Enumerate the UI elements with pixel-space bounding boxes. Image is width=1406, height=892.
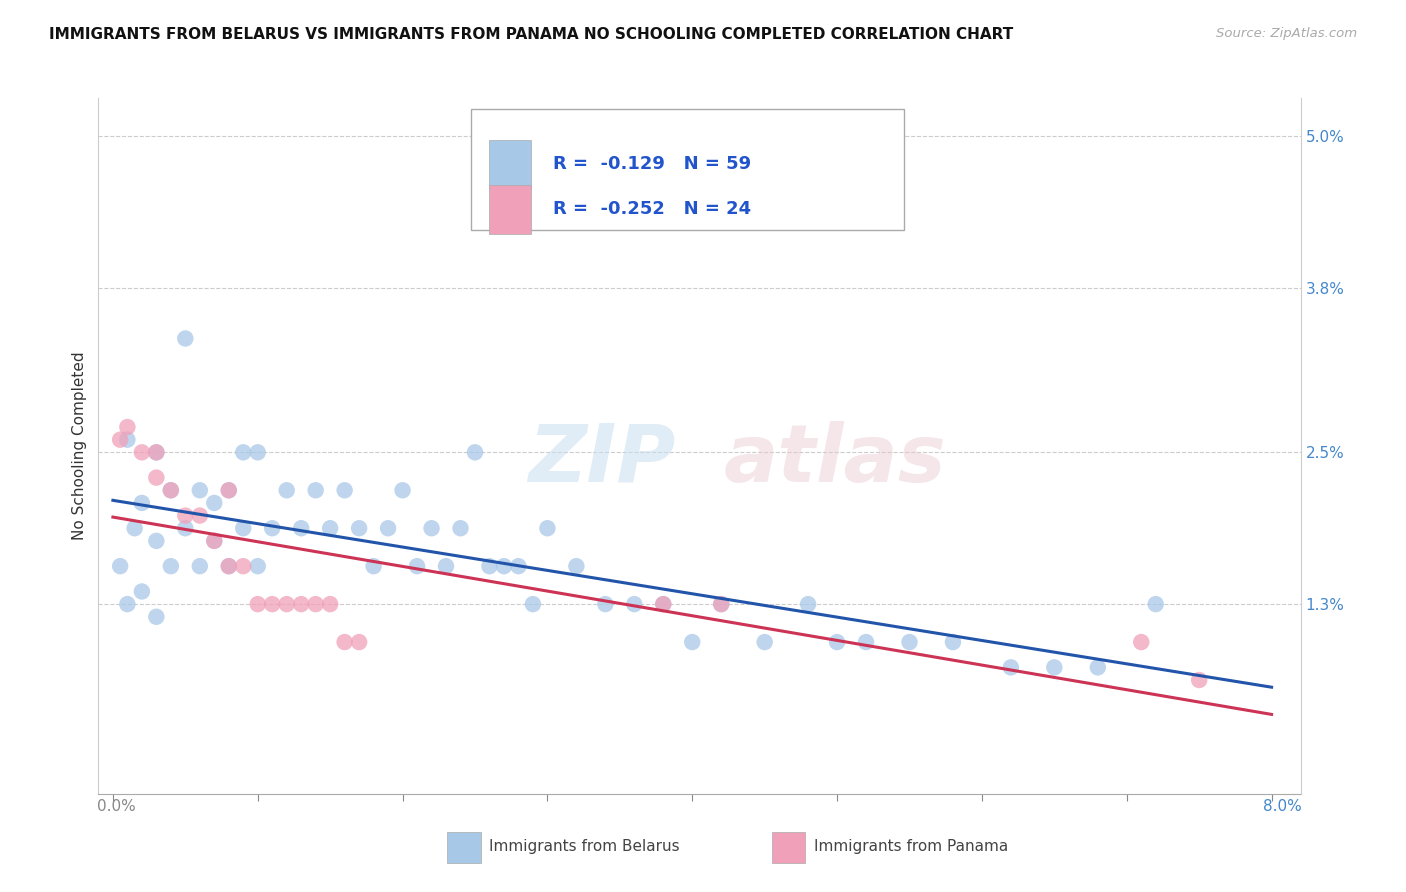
Point: [160, 559, 183, 574]
Point: [565, 559, 588, 574]
Point: [406, 559, 429, 574]
Point: [174, 508, 197, 523]
Point: [117, 597, 139, 611]
Point: [202, 496, 225, 510]
Point: [160, 483, 183, 498]
Point: [218, 483, 240, 498]
Point: [522, 597, 544, 611]
Point: [188, 559, 211, 574]
Point: [710, 597, 733, 611]
Point: [363, 559, 385, 574]
Point: [108, 433, 131, 447]
Point: [262, 597, 284, 611]
Point: [131, 496, 153, 510]
Point: [333, 635, 356, 649]
Point: [391, 483, 413, 498]
Text: Immigrants from Belarus: Immigrants from Belarus: [489, 838, 679, 854]
Point: [145, 445, 167, 459]
Point: [623, 597, 645, 611]
Point: [145, 470, 167, 484]
Point: [319, 597, 342, 611]
Text: IMMIGRANTS FROM BELARUS VS IMMIGRANTS FROM PANAMA NO SCHOOLING COMPLETED CORRELA: IMMIGRANTS FROM BELARUS VS IMMIGRANTS FR…: [49, 27, 1014, 42]
Point: [131, 584, 153, 599]
Point: [797, 597, 820, 611]
Point: [942, 635, 965, 649]
Point: [1188, 673, 1211, 687]
Text: R =  -0.252   N = 24: R = -0.252 N = 24: [553, 201, 751, 219]
FancyBboxPatch shape: [471, 109, 904, 230]
Point: [536, 521, 558, 535]
Text: 8.0%: 8.0%: [1263, 799, 1302, 814]
Point: [333, 483, 356, 498]
Point: [305, 597, 328, 611]
Y-axis label: No Schooling Completed: No Schooling Completed: [72, 351, 87, 541]
Point: [855, 635, 877, 649]
Point: [174, 331, 197, 345]
Point: [1000, 660, 1022, 674]
Point: [347, 635, 370, 649]
Point: [145, 445, 167, 459]
Point: [710, 597, 733, 611]
FancyBboxPatch shape: [772, 832, 806, 863]
Point: [1043, 660, 1066, 674]
Point: [145, 609, 167, 624]
Point: [188, 508, 211, 523]
Point: [202, 533, 225, 548]
Text: R =  -0.129   N = 59: R = -0.129 N = 59: [553, 155, 751, 173]
Point: [1144, 597, 1167, 611]
Text: 0.0%: 0.0%: [97, 799, 136, 814]
FancyBboxPatch shape: [489, 140, 531, 188]
Point: [319, 521, 342, 535]
Point: [1130, 635, 1153, 649]
Point: [124, 521, 146, 535]
Point: [218, 559, 240, 574]
Text: atlas: atlas: [724, 421, 946, 499]
Point: [108, 559, 131, 574]
Point: [276, 483, 298, 498]
Point: [478, 559, 501, 574]
Point: [246, 597, 269, 611]
Text: Source: ZipAtlas.com: Source: ZipAtlas.com: [1216, 27, 1357, 40]
Point: [898, 635, 921, 649]
Point: [377, 521, 399, 535]
Point: [825, 635, 848, 649]
Point: [1087, 660, 1109, 674]
Point: [232, 559, 254, 574]
Point: [754, 635, 776, 649]
Point: [117, 433, 139, 447]
Point: [145, 533, 167, 548]
Point: [305, 483, 328, 498]
Point: [174, 521, 197, 535]
Point: [117, 420, 139, 434]
Point: [347, 521, 370, 535]
Text: ZIP: ZIP: [529, 421, 675, 499]
Point: [464, 445, 486, 459]
Point: [290, 597, 312, 611]
Point: [160, 483, 183, 498]
Point: [131, 445, 153, 459]
FancyBboxPatch shape: [489, 186, 531, 234]
Point: [652, 597, 675, 611]
Point: [508, 559, 530, 574]
Point: [595, 597, 617, 611]
Point: [246, 445, 269, 459]
Point: [652, 597, 675, 611]
Point: [232, 445, 254, 459]
Point: [290, 521, 312, 535]
Point: [262, 521, 284, 535]
Point: [218, 483, 240, 498]
Point: [188, 483, 211, 498]
Point: [246, 559, 269, 574]
Point: [276, 597, 298, 611]
Point: [202, 533, 225, 548]
Point: [492, 559, 515, 574]
Point: [434, 559, 457, 574]
Point: [450, 521, 472, 535]
Point: [681, 635, 703, 649]
FancyBboxPatch shape: [447, 832, 481, 863]
Text: Immigrants from Panama: Immigrants from Panama: [814, 838, 1008, 854]
Point: [420, 521, 443, 535]
Point: [218, 559, 240, 574]
Point: [232, 521, 254, 535]
